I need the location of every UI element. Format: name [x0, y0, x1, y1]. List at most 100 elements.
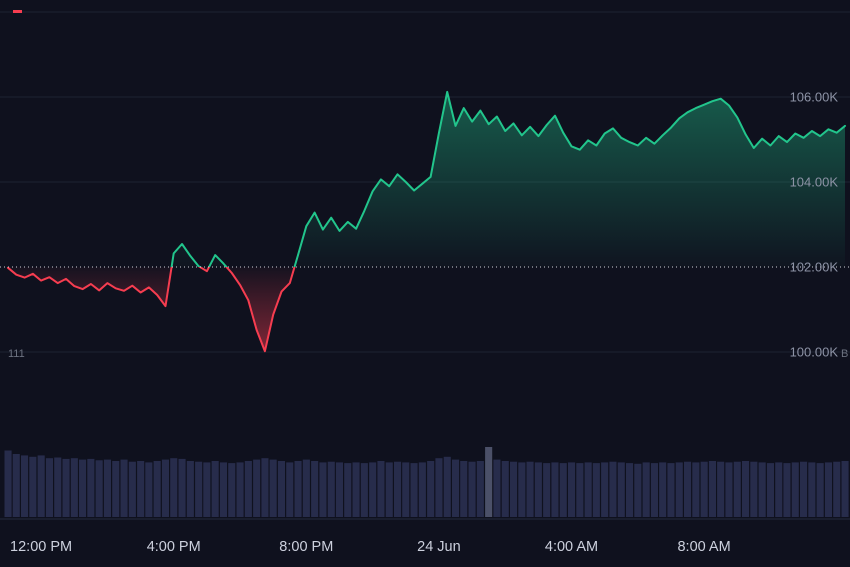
volume-bar [195, 461, 203, 517]
volume-bar [236, 462, 244, 517]
volume-bar [775, 462, 783, 517]
volume-bar [335, 462, 343, 517]
volume-bar [568, 462, 576, 517]
volume-bar [410, 463, 418, 517]
volume-bar [21, 455, 29, 517]
volume-bar [551, 462, 559, 517]
area-fill-up [8, 91, 845, 267]
volume-bar [617, 462, 625, 517]
volume-bar [385, 462, 393, 517]
volume-bar [808, 462, 816, 517]
volume-bar [841, 461, 849, 517]
volume-bar [684, 461, 692, 517]
volume-bar [427, 461, 435, 517]
volume-bar [103, 459, 111, 517]
volume-bar [634, 463, 642, 517]
volume-bar [186, 461, 194, 517]
volume-bar [501, 461, 509, 517]
volume-bar [592, 463, 600, 517]
volume-bar [576, 463, 584, 517]
volume-bar [584, 462, 592, 517]
volume-bar [95, 460, 103, 517]
stray-label: B [841, 348, 848, 360]
volume-bar [219, 462, 227, 517]
volume-bar [344, 463, 352, 517]
volume-bar [493, 459, 501, 517]
price-line-down [7, 267, 296, 353]
volume-bar [87, 458, 95, 517]
volume-bar [128, 461, 136, 517]
volume-bar [62, 458, 70, 517]
volume-bar [360, 463, 368, 517]
volume-bar [311, 461, 319, 517]
volume-bar [791, 462, 799, 517]
volume-bar [708, 461, 716, 517]
volume-bar [277, 461, 285, 517]
volume-bar [783, 463, 791, 517]
volume-bar [29, 456, 37, 517]
volume-bar [394, 461, 402, 517]
area-fill-down [8, 267, 845, 352]
volume-bar [452, 459, 460, 517]
volume-bar [70, 458, 78, 517]
volume-bar [725, 462, 733, 517]
volume-bar [319, 462, 327, 517]
volume-bar [443, 456, 451, 517]
x-axis-label: 24 Jun [417, 539, 461, 555]
volume-bar [79, 459, 87, 517]
volume-bar [659, 462, 667, 517]
volume-bar [261, 458, 269, 517]
volume-bar [112, 461, 120, 517]
volume-bar [120, 459, 128, 517]
volume-bar [145, 462, 153, 517]
volume-bar [733, 461, 741, 517]
volume-bar [758, 462, 766, 517]
volume-bar [460, 461, 468, 517]
volume-bar [170, 458, 178, 517]
volume-bar [377, 461, 385, 517]
x-axis-label: 12:00 PM [10, 539, 72, 555]
volume-bar [369, 462, 377, 517]
volume-bar [518, 462, 526, 517]
volume-bar [476, 461, 484, 517]
volume-bar [418, 462, 426, 517]
y-axis-label: 106.00K [790, 90, 839, 105]
artifact-red-tick [13, 10, 22, 13]
volume-bar [286, 462, 294, 517]
volume-bar [626, 463, 634, 517]
volume-bar [675, 462, 683, 517]
volume-bar [161, 459, 169, 517]
volume-bar [816, 463, 824, 517]
volume-bar [833, 461, 841, 517]
x-axis-label: 8:00 PM [279, 539, 333, 555]
volume-bar [526, 461, 534, 517]
volume-bar [692, 462, 700, 517]
volume-bar [4, 450, 12, 517]
volume-bar [153, 461, 161, 517]
volume-bar [12, 454, 20, 517]
volume-bar [642, 462, 650, 517]
x-axis-label: 4:00 AM [545, 539, 598, 555]
price-line-up [7, 90, 846, 267]
stray-label: 111 [8, 348, 25, 360]
volume-bar [294, 461, 302, 517]
volume-bar [327, 461, 335, 517]
volume-bar [178, 458, 186, 517]
y-axis-label: 104.00K [790, 175, 839, 190]
volume-bar [302, 459, 310, 517]
volume-bar [45, 458, 53, 517]
volume-bar [534, 462, 542, 517]
volume-bar [137, 461, 145, 517]
volume-bar [609, 461, 617, 517]
volume-bar [742, 461, 750, 517]
volume-bar [717, 461, 725, 517]
volume-bar [750, 461, 758, 517]
y-axis-label: 100.00K [790, 345, 839, 360]
volume-bar [435, 458, 443, 517]
volume-bar [228, 463, 236, 517]
volume-bar [269, 459, 277, 517]
volume-bar [510, 461, 518, 517]
volume-bar [601, 462, 609, 517]
